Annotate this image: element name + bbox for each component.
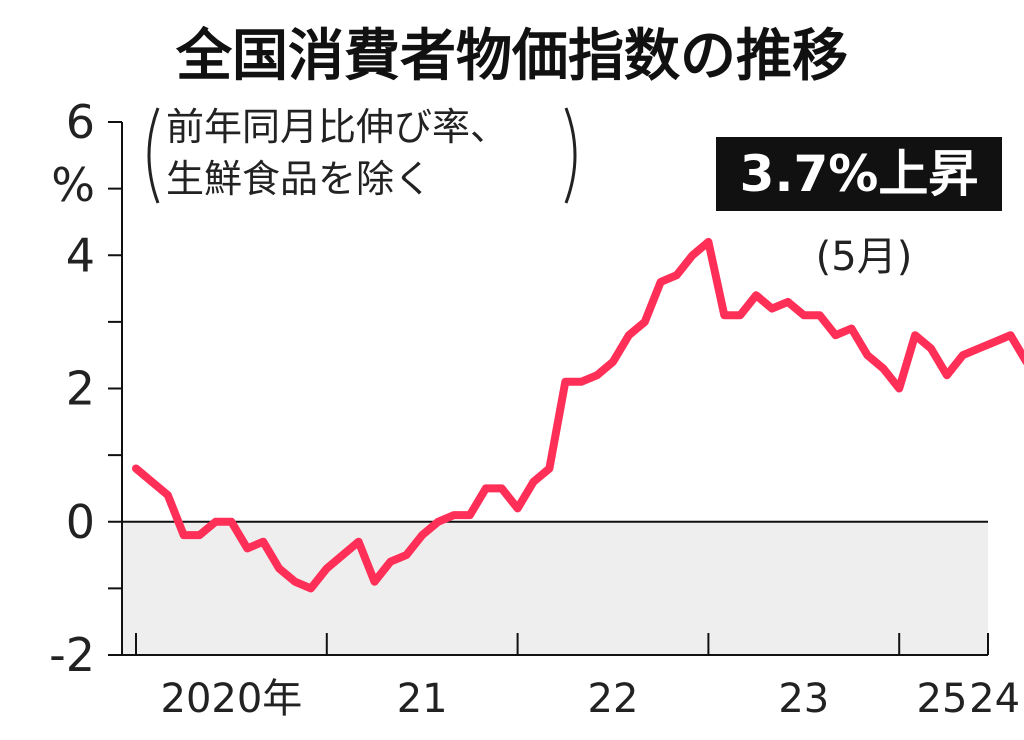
subtitle-left-paren bbox=[147, 107, 160, 204]
x-tick-label: 2020年 bbox=[161, 676, 303, 722]
callout-label: 3.7%上昇 bbox=[740, 145, 979, 203]
subtitle-line-2: 生鮮食品を除く bbox=[166, 157, 432, 201]
y-axis-ticks: 6 4 2 0 -2 bbox=[49, 95, 122, 682]
x-tick-label: 25 bbox=[917, 676, 968, 722]
x-tick-label: 21 bbox=[397, 676, 448, 722]
negative-area-shading bbox=[122, 521, 988, 655]
latest-value-callout: 3.7%上昇 (5月) bbox=[716, 137, 1002, 280]
callout-sublabel: (5月) bbox=[816, 234, 913, 280]
x-tick-label: 22 bbox=[588, 676, 639, 722]
y-axis-unit: % bbox=[51, 158, 95, 212]
subtitle-right-paren bbox=[564, 107, 577, 204]
subtitle-line-1: 前年同月比伸び率、 bbox=[166, 105, 508, 149]
callout-box bbox=[716, 137, 1002, 211]
series-line-cpi bbox=[132, 237, 1024, 593]
chart-title: 全国消費者物価指数の推移 bbox=[175, 24, 848, 89]
y-tick-label: 4 bbox=[66, 228, 95, 282]
y-tick-label: 2 bbox=[66, 362, 95, 416]
y-tick-label: -2 bbox=[49, 628, 95, 682]
subtitle-note: 前年同月比伸び率、 生鮮食品を除く bbox=[147, 105, 577, 204]
x-tick-label: 23 bbox=[778, 676, 829, 722]
y-tick-label: 0 bbox=[66, 495, 95, 549]
x-tick-label: 24 bbox=[969, 676, 1020, 722]
y-tick-label: 6 bbox=[66, 95, 95, 149]
